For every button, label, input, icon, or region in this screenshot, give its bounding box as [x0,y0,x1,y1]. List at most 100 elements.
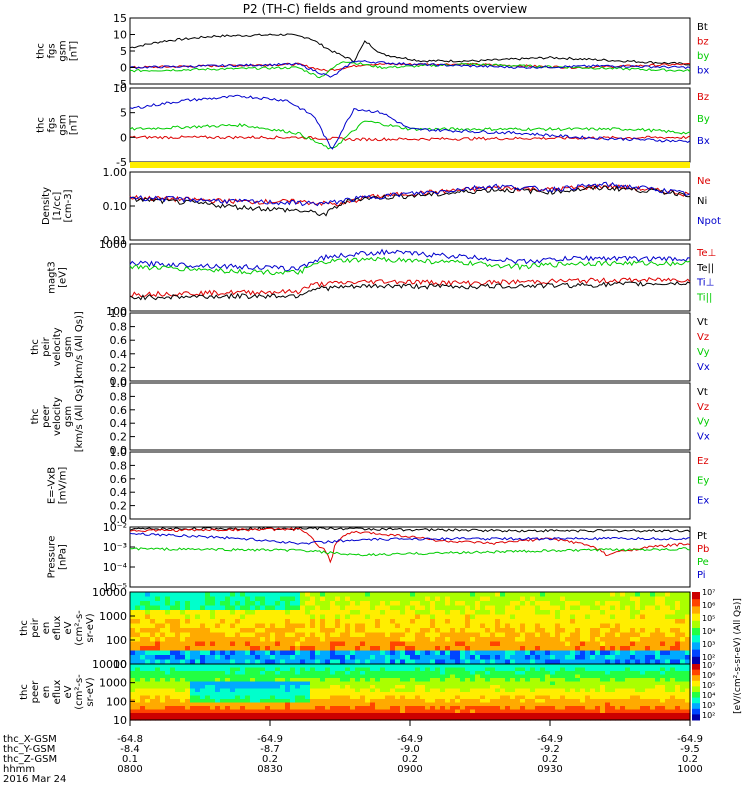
spectrogram-cell [235,681,241,686]
spectrogram-cell [145,716,151,721]
spectrogram-cell [185,713,191,718]
spectrogram-cell [400,688,406,693]
spectrogram-cell [500,713,506,718]
spectrogram-cell [430,681,436,686]
spectrogram-cell [250,619,256,625]
spectrogram-cell [215,667,221,672]
spectrogram-cell [260,706,266,711]
spectrogram-cell [155,688,161,693]
spectrogram-cell [610,610,616,616]
spectrogram-cell [510,674,516,679]
spectrogram-cell [340,671,346,676]
spectrogram-cell [590,674,596,679]
spectrogram-cell [595,592,601,598]
spectrogram-cell [255,702,261,707]
spectrogram-cell [345,716,351,721]
spectrogram-cell [165,623,171,629]
spectrogram-cell [250,632,256,638]
spectrogram-cell [140,706,146,711]
spectrogram-cell [445,637,451,643]
spectrogram-cell [635,592,641,598]
spectrogram-cell [235,713,241,718]
spectrogram-cell [395,623,401,629]
spectrogram-cell [325,674,331,679]
spectrogram-cell [360,605,366,611]
spectrogram-cell [420,688,426,693]
spectrogram-cell [445,692,451,697]
colorbar-cell [692,692,700,695]
spectrogram-cell [270,692,276,697]
spectrogram-cell [560,667,566,672]
spectrogram-cell [380,641,386,647]
spectrogram-cell [675,716,681,721]
spectrogram-cell [620,605,626,611]
spectrogram-cell [310,628,316,634]
spectrogram-cell [380,688,386,693]
spectrogram-cell [130,709,136,714]
spectrogram-cell [560,678,566,683]
spectrogram-cell [215,592,221,598]
spectrogram-cell [235,610,241,616]
spectrogram-cell [560,685,566,690]
spectrogram-cell [255,671,261,676]
spectrogram-cell [245,688,251,693]
spectrogram-cell [360,681,366,686]
spectrogram-cell [675,632,681,638]
spectrogram-cell [670,713,676,718]
spectrogram-cell [300,601,306,607]
spectrogram-cell [630,605,636,611]
spectrogram-cell [365,674,371,679]
spectrogram-cell [135,596,141,602]
spectrogram-cell [610,706,616,711]
figure-title: P2 (TH-C) fields and ground moments over… [243,2,528,16]
colorbar-cell [692,661,700,665]
spectrogram-cell [645,713,651,718]
spectrogram-cell [170,641,176,647]
spectrogram-cell [660,605,666,611]
spectrogram-cell [410,678,416,683]
spectrogram-cell [605,650,611,656]
spectrogram-cell [680,628,686,634]
y-tick-label: 15 [113,12,127,25]
spectrogram-cell [435,664,441,669]
spectrogram-cell [525,637,531,643]
spectrogram-cell [130,678,136,683]
spectrogram-cell [230,674,236,679]
spectrogram-cell [535,692,541,697]
spectrogram-cell [535,678,541,683]
spectrogram-cell [615,596,621,602]
spectrogram-cell [555,601,561,607]
spectrogram-cell [175,695,181,700]
spectrogram-cell [630,688,636,693]
spectrogram-cell [405,667,411,672]
spectrogram-cell [670,655,676,661]
spectrogram-cell [150,674,156,679]
spectrogram-cell [360,601,366,607]
y-axis-label: thc [19,620,30,636]
spectrogram-cell [590,695,596,700]
spectrogram-cell [210,716,216,721]
spectrogram-cell [410,610,416,616]
spectrogram-cell [315,610,321,616]
spectrogram-cell [560,695,566,700]
spectrogram-cell [430,695,436,700]
spectrogram-cell [200,632,206,638]
spectrogram-cell [455,664,461,669]
spectrogram-cell [340,659,346,665]
spectrogram-cell [385,641,391,647]
spectrogram-cell [320,685,326,690]
spectrogram-cell [400,664,406,669]
spectrogram-cell [520,659,526,665]
spectrogram-cell [270,699,276,704]
spectrogram-cell [185,655,191,661]
spectrogram-cell [330,702,336,707]
spectrogram-cell [250,681,256,686]
legend-Vx: Vx [697,362,710,373]
spectrogram-cell [325,659,331,665]
spectrogram-cell [640,695,646,700]
spectrogram-cell [565,628,571,634]
spectrogram-cell [450,709,456,714]
colorbar-tick: 10⁷ [702,661,715,670]
spectrogram-cell [460,685,466,690]
spectrogram-cell [440,695,446,700]
